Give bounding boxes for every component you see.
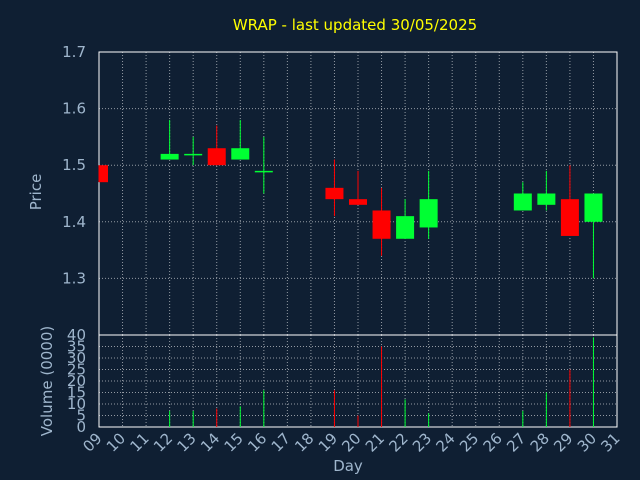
volume-tick-label: 0 <box>76 418 86 436</box>
day-tick-label: 16 <box>244 429 270 455</box>
day-tick-label: 22 <box>385 429 411 455</box>
day-tick-label: 20 <box>338 429 364 455</box>
candle-body <box>349 199 367 205</box>
candle-body <box>99 165 108 183</box>
chart-title: WRAP - last updated 30/05/2025 <box>233 16 477 34</box>
volume-tick-label: 25 <box>67 361 86 379</box>
candle <box>396 199 415 239</box>
candle-body <box>560 199 579 236</box>
candle <box>372 187 391 256</box>
price-tick-label: 1.6 <box>62 100 86 118</box>
day-tick-label: 15 <box>221 429 247 455</box>
candle <box>160 119 179 160</box>
candle <box>254 136 273 194</box>
candle <box>419 170 438 239</box>
day-tick-label: 28 <box>527 429 553 455</box>
day-tick-label: 29 <box>550 429 576 455</box>
day-tick-label: 17 <box>268 429 294 455</box>
candle-body <box>396 216 415 239</box>
day-tick-label: 14 <box>197 429 223 455</box>
candle-body <box>513 193 532 211</box>
volume-tick-label: 30 <box>67 349 86 367</box>
price-tick-label: 1.7 <box>62 43 86 61</box>
volume-tick-label: 15 <box>67 384 86 402</box>
candle-body <box>160 153 179 160</box>
candle <box>325 159 344 217</box>
day-tick-label: 25 <box>456 429 482 455</box>
day-tick-label: 18 <box>291 429 317 455</box>
candle-body <box>254 170 273 173</box>
volume-tick-label: 20 <box>67 372 86 390</box>
x-axis-label: Day <box>333 457 363 475</box>
price-axis-label: Price <box>27 174 45 211</box>
candle <box>98 165 108 183</box>
day-tick-label: 21 <box>362 429 388 455</box>
candle <box>231 119 250 160</box>
day-tick-label: 27 <box>503 429 529 455</box>
day-tick-label: 11 <box>126 429 152 455</box>
candle <box>584 193 603 279</box>
volume-tick-label: 10 <box>67 395 86 413</box>
candle-body <box>207 148 226 166</box>
price-panel: 1.3 1.4 1.5 1.6 1.7 <box>62 43 618 336</box>
day-tick-label: 30 <box>574 429 600 455</box>
price-tick-label: 1.3 <box>62 269 86 287</box>
day-tick-label: 26 <box>480 429 506 455</box>
volume-tick-label: 40 <box>67 326 86 344</box>
candle <box>560 165 579 236</box>
price-tick-label: 1.5 <box>62 156 86 174</box>
candle-body <box>325 187 344 200</box>
volume-tick-label: 35 <box>67 338 86 356</box>
x-axis-ticks: 0910111213141516171819202122232425262728… <box>79 429 623 455</box>
candle-body <box>537 193 556 205</box>
volume-axis-label: Volume (0000) <box>38 326 56 436</box>
day-tick-label: 13 <box>174 429 200 455</box>
volume-tick-label: 5 <box>76 407 86 425</box>
day-tick-label: 19 <box>315 429 341 455</box>
day-tick-label: 10 <box>103 429 129 455</box>
candle-body <box>372 210 391 239</box>
day-tick-label: 24 <box>433 429 459 455</box>
candle <box>349 170 367 205</box>
candle <box>537 170 556 211</box>
candle-body <box>584 193 603 222</box>
candle-body <box>231 148 250 160</box>
candle <box>207 125 226 166</box>
price-tick-label: 1.4 <box>62 213 86 231</box>
candle <box>513 182 532 211</box>
day-tick-label: 31 <box>597 429 623 455</box>
candle <box>184 136 203 166</box>
day-tick-label: 12 <box>150 429 176 455</box>
candle-body <box>184 153 203 156</box>
day-tick-label: 23 <box>409 429 435 455</box>
candle-body <box>419 199 438 228</box>
